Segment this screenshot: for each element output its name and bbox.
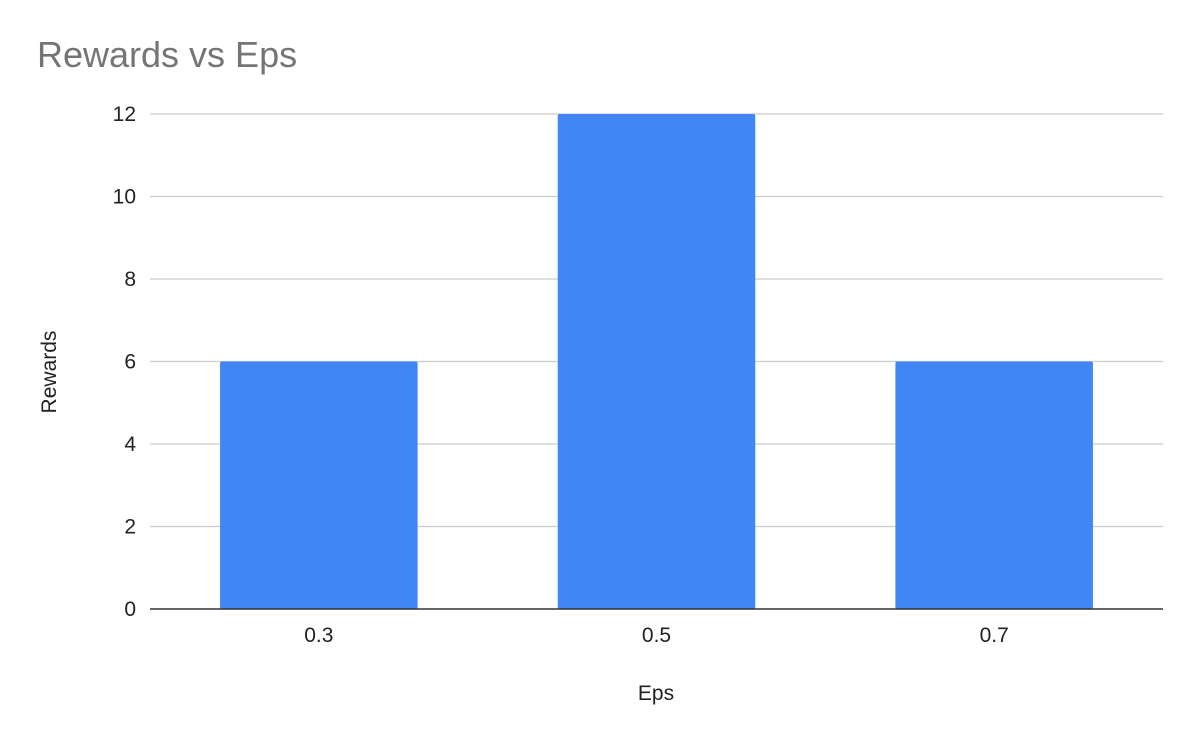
bar-0.3 [220, 361, 418, 609]
y-tick-label: 4 [124, 433, 136, 456]
y-tick-labels: 0 2 4 6 8 10 12 [113, 103, 137, 621]
bar-0.5 [557, 114, 756, 609]
x-tick-label: 0.3 [304, 624, 333, 647]
bars [220, 114, 1093, 609]
y-tick-label: 8 [124, 268, 136, 291]
y-tick-label: 2 [124, 516, 136, 539]
y-axis-title: Rewards [38, 331, 61, 414]
y-tick-label: 6 [124, 351, 136, 374]
chart-title: Rewards vs Eps [37, 34, 297, 75]
x-axis-title: Eps [638, 682, 674, 705]
y-tick-label: 10 [113, 186, 136, 209]
y-tick-label: 12 [113, 103, 136, 126]
y-tick-label: 0 [124, 598, 136, 621]
x-tick-labels: 0.3 0.5 0.7 [304, 624, 1009, 647]
bar-0.7 [895, 361, 1093, 609]
x-tick-label: 0.7 [980, 624, 1009, 647]
x-tick-label: 0.5 [642, 624, 671, 647]
